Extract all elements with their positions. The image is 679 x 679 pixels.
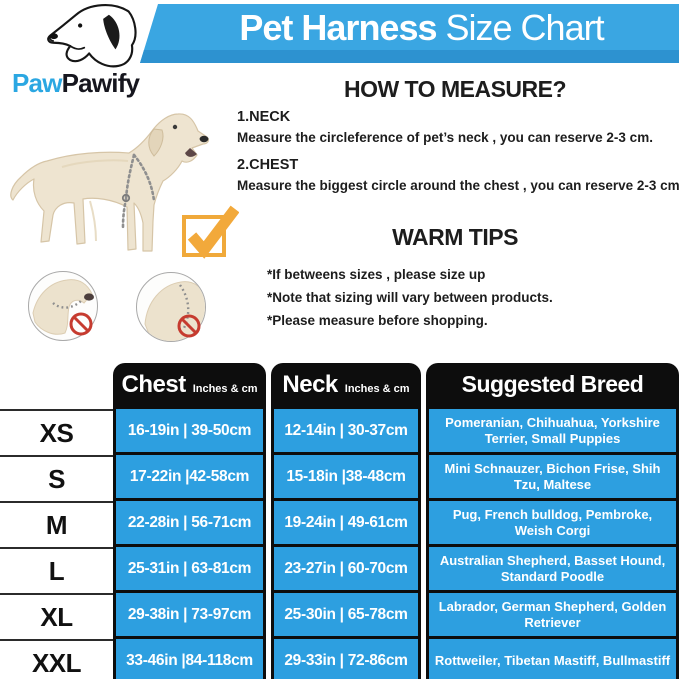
chest-cell: 22-28in | 56-71cm bbox=[116, 501, 263, 544]
brand-name-dark: Pawify bbox=[61, 68, 140, 98]
neck-cell: 23-27in | 60-70cm bbox=[274, 547, 418, 590]
chest-header-units: Inches & cm bbox=[192, 383, 258, 395]
breed-cell: Mini Schnauzer, Bichon Frise, Shih Tzu, … bbox=[429, 455, 676, 498]
size-chart-table: XS S M L XL XXL Chest Inches & cm 16-19i… bbox=[0, 363, 679, 679]
neck-column-header: Neck Inches & cm bbox=[271, 363, 421, 406]
neck-header-units: Inches & cm bbox=[344, 383, 410, 395]
neck-header-label: Neck bbox=[282, 371, 338, 398]
dog-harness-photo bbox=[10, 113, 209, 252]
neck-cell: 15-18in |38-48cm bbox=[274, 455, 418, 498]
breed-cell: Rottweiler, Tibetan Mastiff, Bullmastiff bbox=[429, 639, 676, 679]
tip-line: *Note that sizing will vary between prod… bbox=[267, 290, 553, 305]
step-chest-text: Measure the biggest circle around the ch… bbox=[237, 178, 679, 193]
how-to-measure-heading: HOW TO MEASURE? bbox=[343, 76, 567, 102]
tip-line: *If betweens sizes , please size up bbox=[267, 267, 486, 282]
breed-cell: Australian Shepherd, Basset Hound, Stand… bbox=[429, 547, 676, 590]
breed-cell: Pug, French bulldog, Pembroke, Weish Cor… bbox=[429, 501, 676, 544]
wrong-fit-inset-neck bbox=[28, 271, 98, 341]
chest-cell: 17-22in |42-58cm bbox=[116, 455, 263, 498]
neck-cell: 19-24in | 49-61cm bbox=[274, 501, 418, 544]
no-sign-icon bbox=[69, 312, 93, 336]
chest-header-label: Chest bbox=[121, 371, 187, 398]
neck-cell: 25-30in | 65-78cm bbox=[274, 593, 418, 636]
chest-cell: 25-31in | 63-81cm bbox=[116, 547, 263, 590]
header-banner: Pet Harness Size Chart bbox=[140, 4, 679, 63]
breed-column-header: Suggested Breed bbox=[426, 363, 679, 406]
row-label-m: M bbox=[0, 501, 113, 547]
neck-column: Neck Inches & cm 12-14in | 30-37cm 15-18… bbox=[271, 363, 421, 679]
breed-header-label: Suggested Breed bbox=[461, 371, 644, 397]
row-label-xl: XL bbox=[0, 593, 113, 639]
row-label-xxl: XXL bbox=[0, 639, 113, 679]
wrong-fit-inset-chest bbox=[136, 272, 206, 342]
step-neck-label: 1.NECK bbox=[237, 109, 291, 125]
chest-cell: 33-46in |84-118cm bbox=[116, 639, 263, 679]
row-label-l: L bbox=[0, 547, 113, 593]
page-title-bold: Pet Harness bbox=[239, 7, 437, 48]
warm-tips-heading: WARM TIPS bbox=[392, 224, 518, 250]
chest-cell: 29-38in | 73-97cm bbox=[116, 593, 263, 636]
warm-tips-list: *If betweens sizes , please size up *Not… bbox=[267, 263, 553, 332]
dog-head-logo-icon bbox=[47, 4, 137, 68]
chest-column: Chest Inches & cm 16-19in | 39-50cm 17-2… bbox=[113, 363, 266, 679]
step-neck-text: Measure the circleference of pet’s neck … bbox=[237, 130, 653, 145]
page-title: Pet Harness Size Chart bbox=[170, 4, 673, 50]
breed-cell: Labrador, German Shepherd, Golden Retrie… bbox=[429, 593, 676, 636]
chest-column-header: Chest Inches & cm bbox=[113, 363, 266, 406]
no-sign-icon bbox=[177, 314, 201, 338]
chest-cell: 16-19in | 39-50cm bbox=[116, 409, 263, 452]
row-label-xs: XS bbox=[0, 409, 113, 455]
neck-cell: 12-14in | 30-37cm bbox=[274, 409, 418, 452]
tip-line: *Please measure before shopping. bbox=[267, 313, 488, 328]
brand-name-blue: Paw bbox=[12, 68, 62, 98]
step-chest-label: 2.CHEST bbox=[237, 157, 299, 173]
breed-column: Suggested Breed Pomeranian, Chihuahua, Y… bbox=[426, 363, 679, 679]
checkmark-icon bbox=[182, 205, 239, 259]
banner-shadow-strip bbox=[140, 50, 679, 63]
page-title-light: Size Chart bbox=[445, 7, 605, 48]
row-label-s: S bbox=[0, 455, 113, 501]
neck-cell: 29-33in | 72-86cm bbox=[274, 639, 418, 679]
breed-cell: Pomeranian, Chihuahua, Yorkshire Terrier… bbox=[429, 409, 676, 452]
brand-name: PawPawify bbox=[12, 68, 140, 99]
